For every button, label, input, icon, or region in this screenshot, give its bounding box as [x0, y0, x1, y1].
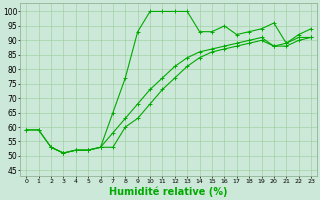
X-axis label: Humidité relative (%): Humidité relative (%): [109, 187, 228, 197]
